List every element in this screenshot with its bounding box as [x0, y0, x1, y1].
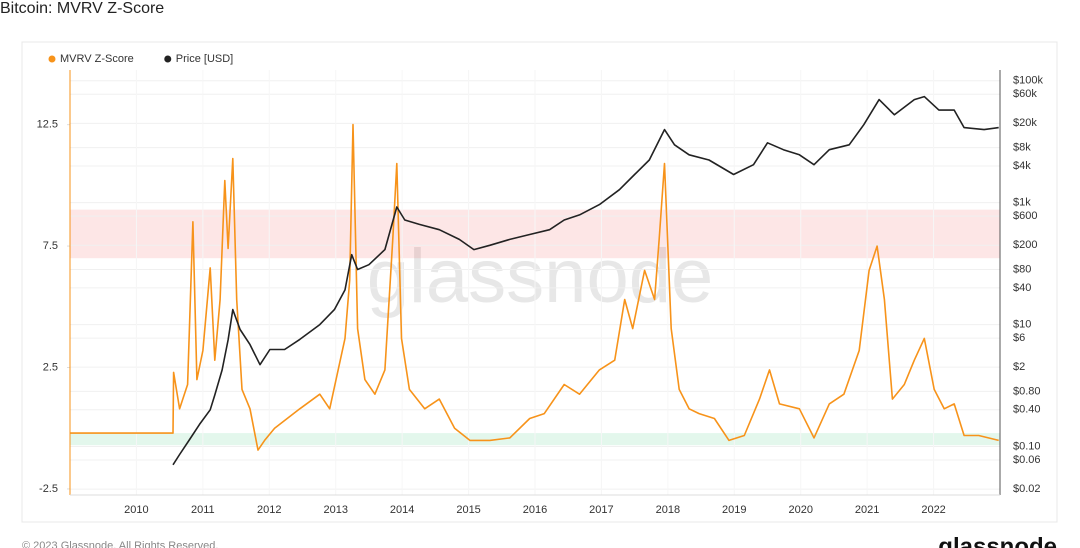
legend-marker [48, 55, 56, 63]
legend-marker [164, 55, 172, 63]
x-tick-label: 2019 [722, 504, 746, 516]
y2-tick-label: $10 [1013, 318, 1031, 330]
legend-label: Price [USD] [176, 53, 233, 65]
y2-tick-label: $0.10 [1013, 440, 1041, 452]
y2-tick-label: $8k [1013, 142, 1031, 154]
watermark: glassnode [367, 234, 714, 319]
x-tick-label: 2014 [390, 504, 414, 516]
y-tick-label: 2.5 [43, 361, 58, 373]
y2-tick-label: $100k [1013, 75, 1043, 87]
y2-tick-label: $20k [1013, 117, 1037, 129]
x-tick-label: 2022 [921, 504, 945, 516]
y2-tick-label: $600 [1013, 210, 1037, 222]
x-tick-label: 2012 [257, 504, 281, 516]
y2-tick-label: $1k [1013, 197, 1031, 209]
chart-title: Bitcoin: MVRV Z-Score [0, 0, 164, 17]
y2-tick-label: $0.02 [1013, 483, 1041, 495]
y2-tick-label: $200 [1013, 239, 1037, 251]
x-tick-label: 2015 [456, 504, 480, 516]
x-tick-label: 2018 [656, 504, 680, 516]
logo: glassnode [938, 533, 1057, 548]
y2-tick-label: $6 [1013, 332, 1025, 344]
y-tick-label: -2.5 [39, 483, 58, 495]
x-tick-label: 2011 [191, 504, 215, 516]
x-tick-label: 2010 [124, 504, 148, 516]
y2-tick-label: $4k [1013, 160, 1031, 172]
x-tick-label: 2020 [788, 504, 812, 516]
y2-tick-label: $40 [1013, 282, 1031, 294]
y2-tick-label: $0.40 [1013, 404, 1041, 416]
y2-tick-label: $80 [1013, 263, 1031, 275]
y-tick-label: 7.5 [43, 240, 58, 252]
y2-tick-label: $2 [1013, 361, 1025, 373]
y2-tick-label: $0.80 [1013, 385, 1041, 397]
y2-tick-label: $60k [1013, 88, 1037, 100]
series-line [172, 95, 999, 466]
x-tick-label: 2016 [523, 504, 547, 516]
x-tick-label: 2021 [855, 504, 879, 516]
y-tick-label: 12.5 [37, 119, 58, 131]
x-tick-label: 2017 [589, 504, 613, 516]
legend-label: MVRV Z-Score [60, 53, 134, 65]
copyright: © 2023 Glassnode. All Rights Reserved. [22, 540, 218, 548]
y2-tick-label: $0.06 [1013, 454, 1041, 466]
series-line [70, 123, 999, 451]
x-tick-label: 2013 [323, 504, 347, 516]
